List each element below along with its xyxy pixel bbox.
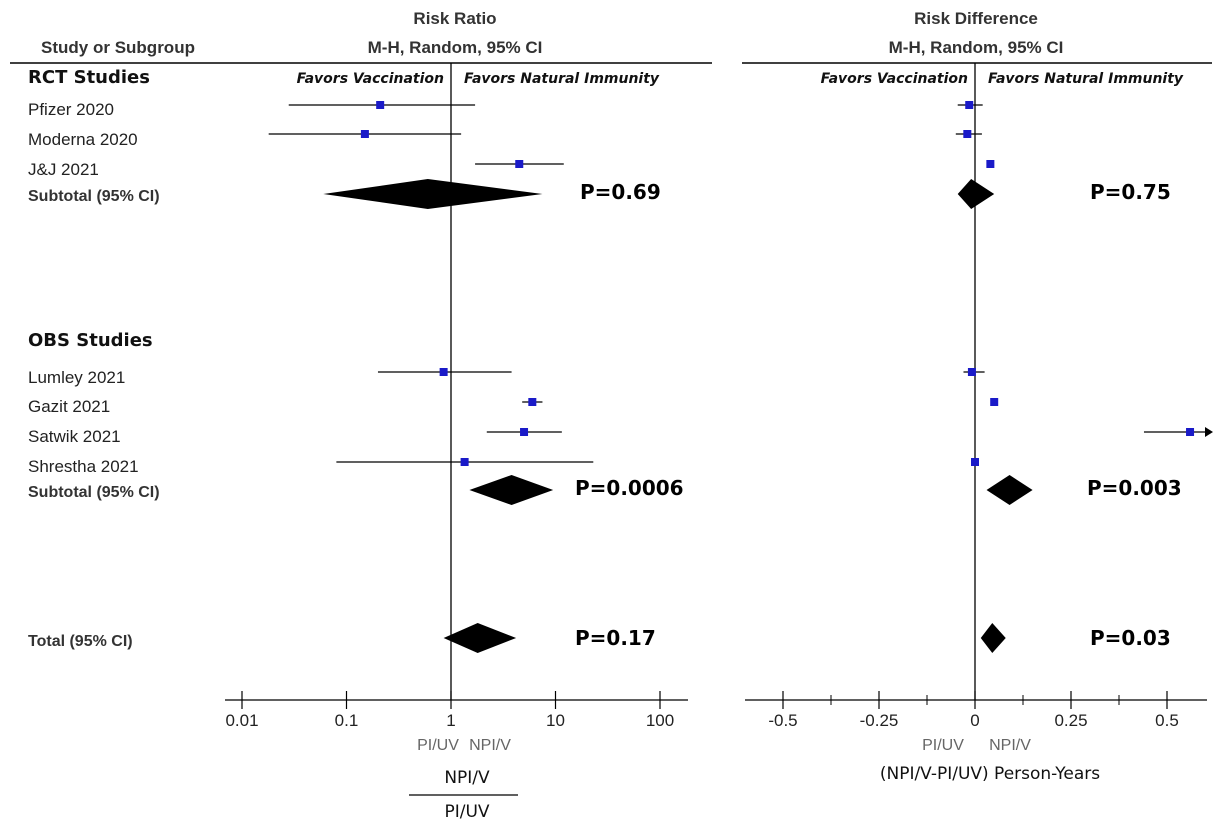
study-label: J&J 2021 <box>28 160 99 179</box>
study-label: Lumley 2021 <box>28 368 125 387</box>
rr-total-diamond <box>443 623 517 653</box>
rd-point-estimate <box>967 368 976 376</box>
rd-point-estimate <box>990 398 999 406</box>
rd-tick-label: -0.25 <box>860 711 899 730</box>
study-label: Satwik 2021 <box>28 427 121 446</box>
rd-tick-label: 0.25 <box>1054 711 1087 730</box>
rd-tick-label: 0 <box>970 711 979 730</box>
rr-point-estimate <box>460 458 469 466</box>
rd-point-estimate <box>963 130 972 138</box>
rr-direction-left: PI/UV <box>417 737 459 754</box>
rd-tick-label: 0.5 <box>1155 711 1179 730</box>
rd-pvalue-rct: P=0.75 <box>1090 180 1171 204</box>
study-label: Moderna 2020 <box>28 130 138 149</box>
rd-point-estimate <box>1186 428 1195 436</box>
rd-favors-left: Favors Vaccination <box>821 71 968 87</box>
rd-subtotal-diamond <box>986 475 1033 505</box>
rr-subtotal-diamond <box>323 179 543 209</box>
study-label: Pfizer 2020 <box>28 100 114 119</box>
rr-direction-right: NPI/V <box>469 737 511 754</box>
study-label: Shrestha 2021 <box>28 457 139 476</box>
rr-xlabel-numerator: NPI/V <box>444 768 490 788</box>
rr-point-estimate <box>439 368 448 376</box>
rr-subtotal-diamond <box>469 475 554 505</box>
rd-subtotal-diamond <box>957 179 995 209</box>
subtotal-label: Subtotal (95% CI) <box>28 484 160 501</box>
rr-tick-label: 100 <box>646 711 674 730</box>
rr-pvalue-obs: P=0.0006 <box>575 476 684 500</box>
rr-point-estimate <box>520 428 529 436</box>
rd-point-estimate <box>971 458 979 466</box>
rr-tick-label: 0.01 <box>225 711 258 730</box>
rd-subtitle: M-H, Random, 95% CI <box>889 38 1064 57</box>
rd-point-estimate <box>986 160 995 168</box>
rd-pvalue-obs: P=0.003 <box>1087 476 1182 500</box>
rd-total-diamond <box>980 623 1006 653</box>
group-label-obs: OBS Studies <box>28 330 153 351</box>
chart-marks: 0.01 0.1 1 10 100 -0.5 -0.25 0 0.25 0.5 <box>225 63 1213 730</box>
rr-subtitle: M-H, Random, 95% CI <box>368 38 543 57</box>
rd-tick-label: -0.5 <box>768 711 797 730</box>
total-label: Total (95% CI) <box>28 633 133 650</box>
rr-pvalue-rct: P=0.69 <box>580 180 661 204</box>
rr-point-estimate <box>515 160 524 168</box>
rd-ci-arrow <box>1205 427 1213 437</box>
rd-direction-left: PI/UV <box>922 737 964 754</box>
rd-direction-right: NPI/V <box>989 737 1031 754</box>
rd-title: Risk Difference <box>914 9 1038 28</box>
rr-tick-label: 0.1 <box>335 711 359 730</box>
rd-xlabel: (NPI/V-PI/UV) Person-Years <box>880 764 1100 784</box>
rd-favors-right: Favors Natural Immunity <box>988 71 1184 87</box>
rr-pvalue-total: P=0.17 <box>575 626 656 650</box>
subtotal-label: Subtotal (95% CI) <box>28 188 160 205</box>
rr-point-estimate <box>528 398 537 406</box>
column-header-study: Study or Subgroup <box>41 38 195 57</box>
rr-tick-label: 10 <box>546 711 565 730</box>
rr-tick-label: 1 <box>446 711 455 730</box>
study-label: Gazit 2021 <box>28 397 110 416</box>
rr-point-estimate <box>376 101 385 109</box>
rd-pvalue-total: P=0.03 <box>1090 626 1171 650</box>
rr-point-estimate <box>360 130 369 138</box>
rr-title: Risk Ratio <box>413 9 496 28</box>
rr-favors-left: Favors Vaccination <box>297 71 444 87</box>
rd-point-estimate <box>965 101 974 109</box>
rr-favors-right: Favors Natural Immunity <box>464 71 660 87</box>
rr-xlabel-denominator: PI/UV <box>444 802 489 822</box>
group-label-rct: RCT Studies <box>28 67 150 88</box>
